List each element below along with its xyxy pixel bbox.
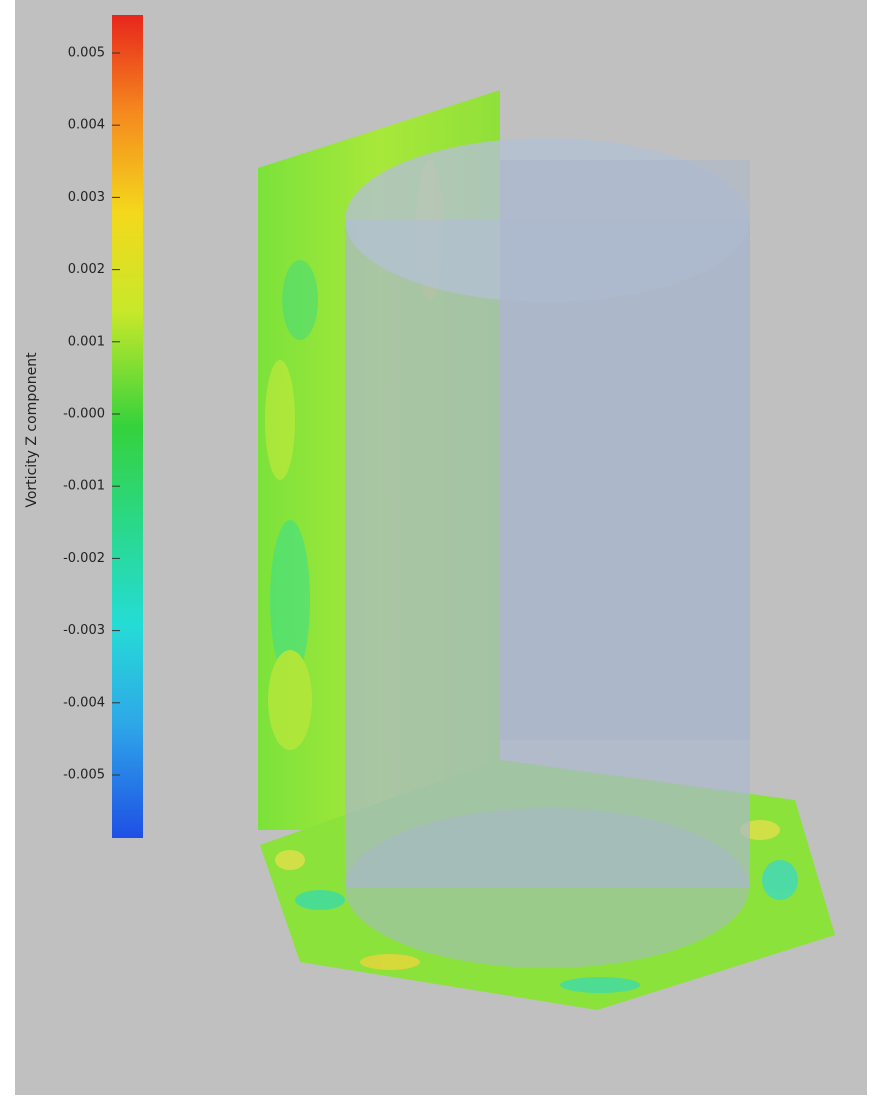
colorbar-title: Vorticity Z component (24, 352, 40, 508)
tick-label: -0.005 (63, 768, 105, 783)
tick-label: 0.004 (68, 118, 105, 133)
colorbar (112, 15, 143, 838)
tick-label: -0.004 (63, 695, 105, 710)
render-view: Vorticity Z component 0.005 0.004 0.003 0.0… (0, 0, 872, 1108)
tick-label: 0.003 (68, 190, 105, 205)
tick-label: -0.003 (63, 623, 105, 638)
tick-label: 0.002 (68, 262, 105, 277)
tick-label: 0.005 (68, 46, 105, 61)
tick-label: -0.002 (63, 551, 105, 566)
cylinder (345, 138, 750, 968)
tick-label: -0.000 (63, 407, 105, 422)
tick-label: 0.001 (68, 334, 105, 349)
tick-label: -0.001 (63, 479, 105, 494)
